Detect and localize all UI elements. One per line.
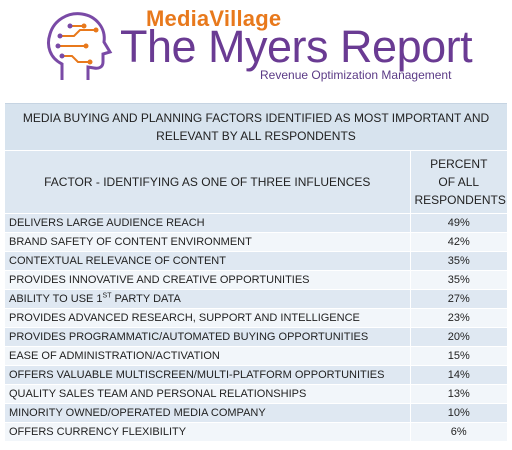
brand-tagline: Revenue Optimization Management bbox=[260, 68, 452, 82]
column-header-percent: PERCENT OF ALL RESPONDENTS bbox=[409, 150, 507, 214]
factor-cell: ABILITY TO USE 1ST PARTY DATA bbox=[5, 289, 410, 309]
percent-cell: 27% bbox=[409, 289, 507, 309]
percent-cell: 15% bbox=[409, 346, 507, 366]
factor-cell: DELIVERS LARGE AUDIENCE REACH bbox=[5, 213, 410, 233]
table-row: EASE OF ADMINISTRATION/ACTIVATION 15% bbox=[5, 346, 507, 366]
brand-the-myers-report: The Myers Report bbox=[120, 21, 473, 72]
factor-cell: PROVIDES INNOVATIVE AND CREATIVE OPPORTU… bbox=[5, 270, 410, 290]
brand-mediavillage: MediaVillage bbox=[146, 6, 282, 31]
table-header-row: FACTOR - IDENTIFYING AS ONE OF THREE INF… bbox=[5, 150, 507, 214]
percent-cell: 35% bbox=[409, 270, 507, 290]
column-header-percent-line1: PERCENT bbox=[430, 157, 488, 171]
table-row: PROVIDES INNOVATIVE AND CREATIVE OPPORTU… bbox=[5, 270, 507, 290]
factor-cell: EASE OF ADMINISTRATION/ACTIVATION bbox=[5, 346, 410, 366]
percent-cell: 42% bbox=[409, 232, 507, 252]
percent-cell: 14% bbox=[409, 365, 507, 385]
factor-cell: OFFERS CURRENCY FLEXIBILITY bbox=[5, 422, 410, 442]
factor-text-post: PARTY DATA bbox=[111, 293, 181, 305]
percent-cell: 49% bbox=[409, 213, 507, 233]
table-row: OFFERS VALUABLE MULTISCREEN/MULTI-PLATFO… bbox=[5, 365, 507, 385]
factor-cell: PROVIDES PROGRAMMATIC/AUTOMATED BUYING O… bbox=[5, 327, 410, 347]
percent-cell: 35% bbox=[409, 251, 507, 271]
factor-cell: MINORITY OWNED/OPERATED MEDIA COMPANY bbox=[5, 403, 410, 423]
factor-cell: QUALITY SALES TEAM AND PERSONAL RELATION… bbox=[5, 384, 410, 404]
table-row: BRAND SAFETY OF CONTENT ENVIRONMENT 42% bbox=[5, 232, 507, 252]
percent-cell: 10% bbox=[409, 403, 507, 423]
table-row: CONTEXTUAL RELEVANCE OF CONTENT 35% bbox=[5, 251, 507, 271]
column-header-percent-line2: OF ALL bbox=[438, 175, 480, 189]
factor-cell: BRAND SAFETY OF CONTENT ENVIRONMENT bbox=[5, 232, 410, 252]
table-title-row: MEDIA BUYING AND PLANNING FACTORS IDENTI… bbox=[5, 103, 507, 151]
table-row: PROVIDES PROGRAMMATIC/AUTOMATED BUYING O… bbox=[5, 327, 507, 347]
column-header-percent-line3: RESPONDENTS bbox=[414, 193, 506, 207]
factor-text-pre: ABILITY TO USE 1 bbox=[9, 293, 103, 305]
percent-cell: 20% bbox=[409, 327, 507, 347]
table-row: ABILITY TO USE 1ST PARTY DATA 27% bbox=[5, 289, 507, 309]
column-header-factor: FACTOR - IDENTIFYING AS ONE OF THREE INF… bbox=[5, 150, 410, 214]
factor-cell: PROVIDES ADVANCED RESEARCH, SUPPORT AND … bbox=[5, 308, 410, 328]
percent-cell: 6% bbox=[409, 422, 507, 442]
table-row: PROVIDES ADVANCED RESEARCH, SUPPORT AND … bbox=[5, 308, 507, 328]
table-title: MEDIA BUYING AND PLANNING FACTORS IDENTI… bbox=[5, 103, 507, 151]
superscript-st: ST bbox=[102, 292, 112, 300]
table-row: QUALITY SALES TEAM AND PERSONAL RELATION… bbox=[5, 384, 507, 404]
table-row: OFFERS CURRENCY FLEXIBILITY 6% bbox=[5, 422, 507, 442]
table-row: DELIVERS LARGE AUDIENCE REACH 49% bbox=[5, 213, 507, 233]
myers-report-logo: MediaVillage The Myers Report Revenue Op… bbox=[40, 4, 480, 88]
percent-cell: 23% bbox=[409, 308, 507, 328]
factors-table: MEDIA BUYING AND PLANNING FACTORS IDENTI… bbox=[5, 103, 507, 442]
percent-cell: 13% bbox=[409, 384, 507, 404]
table-row: MINORITY OWNED/OPERATED MEDIA COMPANY 10… bbox=[5, 403, 507, 423]
factor-cell: OFFERS VALUABLE MULTISCREEN/MULTI-PLATFO… bbox=[5, 365, 410, 385]
head-circuit-icon bbox=[47, 12, 113, 80]
factor-cell: CONTEXTUAL RELEVANCE OF CONTENT bbox=[5, 251, 410, 271]
